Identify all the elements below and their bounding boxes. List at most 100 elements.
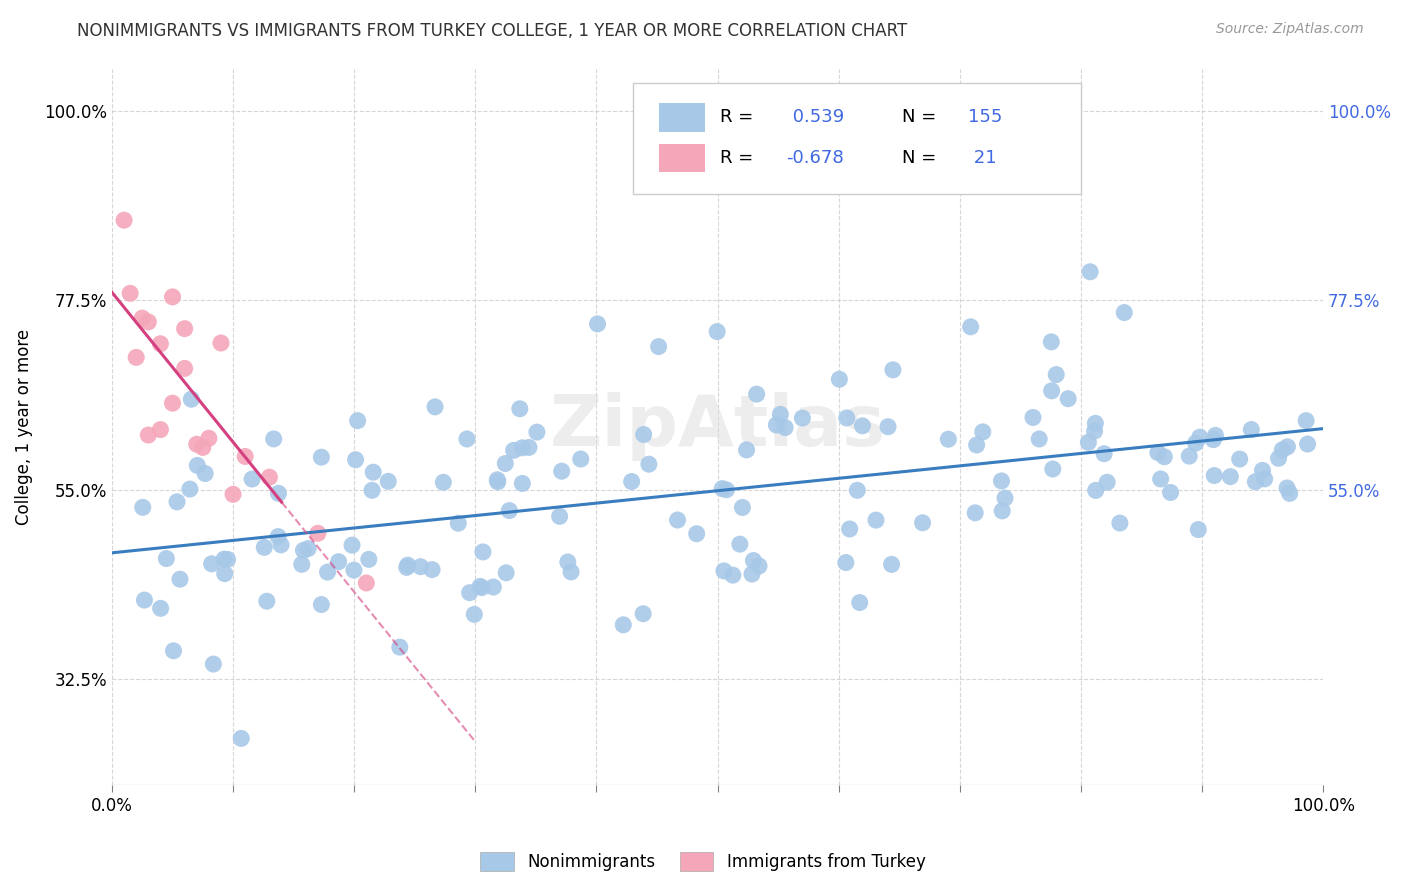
Point <box>713 564 735 578</box>
Point <box>173 361 195 376</box>
Point <box>666 513 689 527</box>
Point <box>340 538 363 552</box>
Point <box>972 425 994 439</box>
Point <box>1022 410 1045 425</box>
Point <box>291 558 314 572</box>
Point <box>1084 424 1107 438</box>
Point <box>569 452 592 467</box>
Point <box>423 400 446 414</box>
Point <box>586 317 609 331</box>
Point <box>1092 447 1115 461</box>
Point <box>990 474 1012 488</box>
Point <box>550 464 572 478</box>
Point <box>911 516 934 530</box>
Point <box>458 585 481 599</box>
Text: N =: N = <box>901 149 942 167</box>
Point <box>1251 463 1274 477</box>
Point <box>792 411 814 425</box>
FancyBboxPatch shape <box>633 83 1081 194</box>
Point <box>721 568 744 582</box>
Point <box>297 541 319 556</box>
Point <box>1244 475 1267 489</box>
Point <box>620 475 643 489</box>
Point <box>1275 481 1298 495</box>
Point <box>180 392 202 407</box>
Point <box>259 470 281 484</box>
Point <box>132 500 155 515</box>
Point <box>311 598 333 612</box>
Point <box>1278 486 1301 500</box>
Point <box>1253 472 1275 486</box>
Point <box>409 559 432 574</box>
Point <box>882 363 904 377</box>
Point <box>838 522 860 536</box>
Point <box>162 396 184 410</box>
Y-axis label: College, 1 year or more: College, 1 year or more <box>15 328 32 524</box>
Point <box>267 486 290 500</box>
Point <box>231 731 253 746</box>
Point <box>482 580 505 594</box>
Point <box>612 617 634 632</box>
Legend: Nonimmigrants, Immigrants from Turkey: Nonimmigrants, Immigrants from Turkey <box>472 843 934 880</box>
Point <box>1178 449 1201 463</box>
Point <box>735 442 758 457</box>
Point <box>217 552 239 566</box>
Point <box>198 431 221 445</box>
Point <box>361 483 384 498</box>
Point <box>686 526 709 541</box>
Point <box>179 482 201 496</box>
Point <box>186 458 208 473</box>
Point <box>1114 305 1136 319</box>
Point <box>120 286 142 301</box>
Point <box>773 420 796 434</box>
Point <box>212 552 235 566</box>
Text: 155: 155 <box>969 108 1002 127</box>
Point <box>162 644 184 658</box>
Point <box>432 475 454 490</box>
Point <box>361 465 384 479</box>
Point <box>828 372 851 386</box>
Text: NONIMMIGRANTS VS IMMIGRANTS FROM TURKEY COLLEGE, 1 YEAR OR MORE CORRELATION CHAR: NONIMMIGRANTS VS IMMIGRANTS FROM TURKEY … <box>77 22 908 40</box>
Point <box>292 543 315 558</box>
Text: 0.539: 0.539 <box>786 108 844 127</box>
Point <box>456 432 478 446</box>
Point <box>346 414 368 428</box>
Point <box>835 556 858 570</box>
Point <box>420 563 443 577</box>
Point <box>494 457 516 471</box>
Point <box>1108 516 1130 530</box>
Text: R =: R = <box>720 108 759 127</box>
Point <box>1271 442 1294 457</box>
Point <box>1149 472 1171 486</box>
Point <box>471 581 494 595</box>
Point <box>395 560 418 574</box>
Text: 21: 21 <box>969 149 997 167</box>
Point <box>344 452 367 467</box>
Point <box>498 503 520 517</box>
Point <box>991 504 1014 518</box>
Point <box>377 475 399 489</box>
Point <box>125 351 148 365</box>
Point <box>134 593 156 607</box>
Point <box>162 290 184 304</box>
Point <box>647 340 669 354</box>
Point <box>263 432 285 446</box>
FancyBboxPatch shape <box>659 144 706 172</box>
Point <box>512 476 534 491</box>
Point <box>742 553 765 567</box>
Point <box>1205 428 1227 442</box>
Point <box>149 336 172 351</box>
Point <box>201 557 224 571</box>
Point <box>240 472 263 486</box>
Point <box>155 551 177 566</box>
Point <box>447 516 470 531</box>
Point <box>741 567 763 582</box>
Point <box>502 443 524 458</box>
Point <box>486 475 509 489</box>
Point <box>526 425 548 439</box>
Point <box>510 441 533 455</box>
Point <box>965 506 987 520</box>
Point <box>509 401 531 416</box>
Point <box>1219 469 1241 483</box>
Point <box>463 607 485 622</box>
